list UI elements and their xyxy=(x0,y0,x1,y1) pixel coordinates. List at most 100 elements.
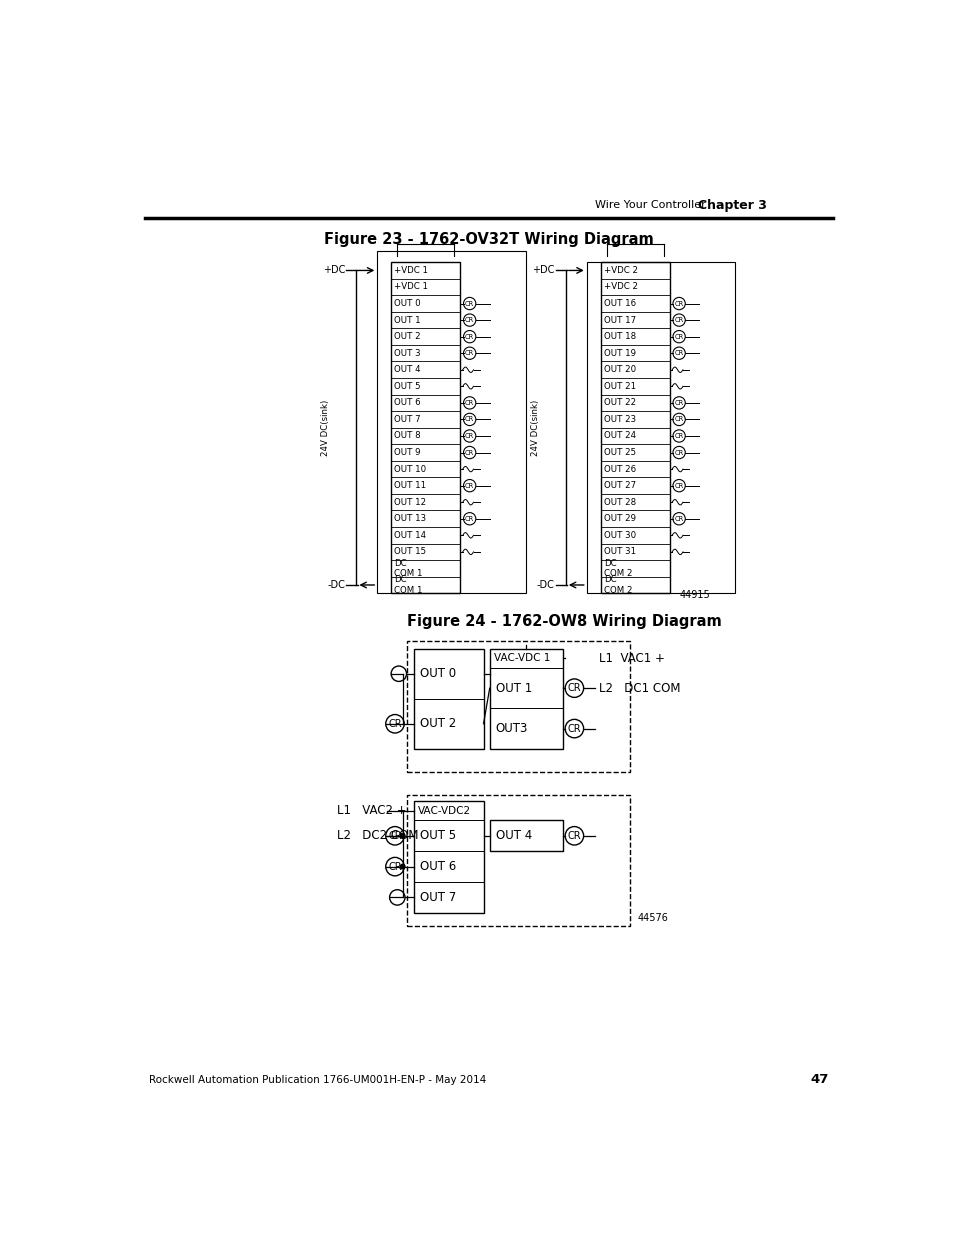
Text: OUT3: OUT3 xyxy=(496,722,528,735)
Text: CR: CR xyxy=(674,483,683,489)
Text: DC
COM 2: DC COM 2 xyxy=(603,576,632,595)
Text: -DC: -DC xyxy=(536,580,554,590)
Text: Figure 23 - 1762-OV32T Wiring Diagram: Figure 23 - 1762-OV32T Wiring Diagram xyxy=(324,231,653,247)
Text: OUT 18: OUT 18 xyxy=(603,332,635,341)
Text: OUT 29: OUT 29 xyxy=(603,514,635,524)
Text: +VDC 1: +VDC 1 xyxy=(394,283,428,291)
Circle shape xyxy=(400,864,405,869)
Text: 47: 47 xyxy=(810,1073,828,1087)
Text: CR: CR xyxy=(674,450,683,456)
Text: CR: CR xyxy=(464,516,474,521)
Bar xyxy=(489,648,562,748)
Text: CR: CR xyxy=(464,450,474,456)
Bar xyxy=(406,641,629,772)
Text: VAC-VDC2: VAC-VDC2 xyxy=(417,805,471,816)
Text: OUT 19: OUT 19 xyxy=(603,348,635,358)
Text: +VDC 2: +VDC 2 xyxy=(603,266,637,275)
Text: L2   DC1 COM: L2 DC1 COM xyxy=(598,682,679,694)
Bar xyxy=(586,262,735,593)
Text: DC
COM 1: DC COM 1 xyxy=(394,576,422,595)
Text: CR: CR xyxy=(388,719,401,729)
Bar xyxy=(376,251,525,593)
Text: OUT 6: OUT 6 xyxy=(394,399,420,408)
Text: 44576: 44576 xyxy=(637,913,668,924)
Text: Rockwell Automation Publication 1766-UM001H-EN-P - May 2014: Rockwell Automation Publication 1766-UM0… xyxy=(149,1074,485,1084)
Text: 24V DC(sink): 24V DC(sink) xyxy=(321,400,330,456)
Text: OUT 8: OUT 8 xyxy=(394,431,420,441)
Text: OUT 9: OUT 9 xyxy=(394,448,420,457)
Text: Wire Your Controller: Wire Your Controller xyxy=(595,200,705,210)
Text: OUT 20: OUT 20 xyxy=(603,366,635,374)
Text: CR: CR xyxy=(464,400,474,406)
Bar xyxy=(406,795,629,926)
Text: +VDC 1: +VDC 1 xyxy=(394,266,428,275)
Text: OUT 23: OUT 23 xyxy=(603,415,635,424)
Text: OUT 1: OUT 1 xyxy=(496,682,532,694)
Text: L1   VAC2 +: L1 VAC2 + xyxy=(336,804,406,818)
Text: CR: CR xyxy=(674,333,683,340)
Text: OUT 0: OUT 0 xyxy=(394,299,420,308)
Text: -DC: -DC xyxy=(327,580,345,590)
Text: OUT 15: OUT 15 xyxy=(394,547,426,557)
Text: OUT 3: OUT 3 xyxy=(394,348,420,358)
Text: CR: CR xyxy=(674,516,683,521)
Text: DC
COM 1: DC COM 1 xyxy=(394,558,422,578)
Text: L2   DC2 COM: L2 DC2 COM xyxy=(336,830,418,842)
Text: CR: CR xyxy=(674,300,683,306)
Text: OUT 6: OUT 6 xyxy=(420,860,456,873)
Text: CR: CR xyxy=(388,831,401,841)
Bar xyxy=(600,262,669,593)
Bar xyxy=(414,802,483,913)
Text: CR: CR xyxy=(567,683,580,693)
Text: OUT 4: OUT 4 xyxy=(394,366,420,374)
Text: +VDC 2: +VDC 2 xyxy=(603,283,637,291)
Text: OUT 28: OUT 28 xyxy=(603,498,635,506)
Text: +DC: +DC xyxy=(322,266,345,275)
Text: CR: CR xyxy=(464,351,474,356)
Text: CR: CR xyxy=(464,483,474,489)
Text: CR: CR xyxy=(674,351,683,356)
Text: CR: CR xyxy=(674,416,683,422)
Text: CR: CR xyxy=(567,724,580,734)
Text: CR: CR xyxy=(464,333,474,340)
Text: 24V DC(sink): 24V DC(sink) xyxy=(530,400,539,456)
Text: OUT 26: OUT 26 xyxy=(603,464,635,473)
Circle shape xyxy=(400,834,405,839)
Text: OUT 5: OUT 5 xyxy=(394,382,420,390)
Text: L1  VAC1 +: L1 VAC1 + xyxy=(598,652,664,664)
Text: CR: CR xyxy=(464,300,474,306)
Text: CR: CR xyxy=(674,433,683,438)
Text: CR: CR xyxy=(388,862,401,872)
Text: OUT 1: OUT 1 xyxy=(394,316,420,325)
Bar xyxy=(391,262,460,593)
Text: DC
COM 2: DC COM 2 xyxy=(603,558,632,578)
Text: CR: CR xyxy=(674,317,683,324)
Text: CR: CR xyxy=(464,416,474,422)
Text: OUT 5: OUT 5 xyxy=(420,830,456,842)
Text: CR: CR xyxy=(674,400,683,406)
Text: OUT 2: OUT 2 xyxy=(420,718,456,730)
Text: OUT 11: OUT 11 xyxy=(394,482,426,490)
Text: OUT 2: OUT 2 xyxy=(394,332,420,341)
Text: CR: CR xyxy=(464,317,474,324)
Text: VAC-VDC 1: VAC-VDC 1 xyxy=(493,653,549,663)
Text: 44915: 44915 xyxy=(679,590,710,600)
Text: OUT 27: OUT 27 xyxy=(603,482,635,490)
Text: OUT 17: OUT 17 xyxy=(603,316,635,325)
Text: OUT 30: OUT 30 xyxy=(603,531,635,540)
Text: OUT 7: OUT 7 xyxy=(394,415,420,424)
Text: OUT 22: OUT 22 xyxy=(603,399,635,408)
Text: Figure 24 - 1762-OW8 Wiring Diagram: Figure 24 - 1762-OW8 Wiring Diagram xyxy=(406,614,720,630)
Bar xyxy=(414,648,483,748)
Text: CR: CR xyxy=(464,433,474,438)
Text: +DC: +DC xyxy=(532,266,554,275)
Text: OUT 13: OUT 13 xyxy=(394,514,426,524)
Text: CR: CR xyxy=(567,831,580,841)
Text: OUT 24: OUT 24 xyxy=(603,431,635,441)
Text: OUT 4: OUT 4 xyxy=(496,830,532,842)
Bar xyxy=(489,820,562,851)
Text: OUT 31: OUT 31 xyxy=(603,547,635,557)
Text: OUT 14: OUT 14 xyxy=(394,531,426,540)
Text: OUT 0: OUT 0 xyxy=(420,667,456,680)
Text: OUT 10: OUT 10 xyxy=(394,464,426,473)
